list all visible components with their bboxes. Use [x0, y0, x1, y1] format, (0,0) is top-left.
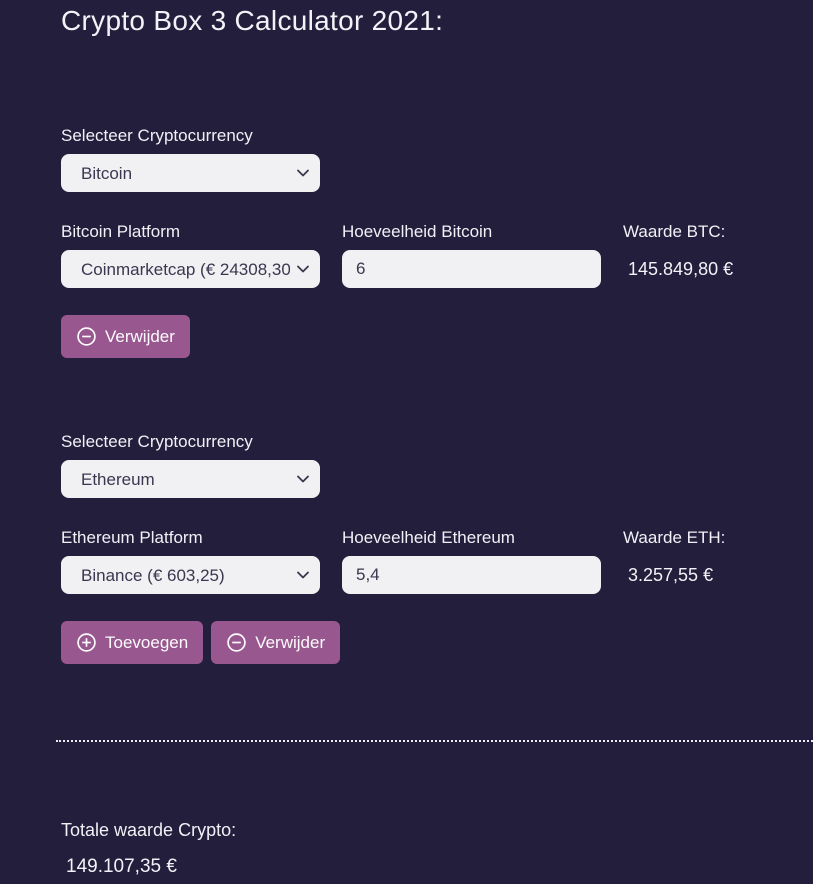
- platform-select-wrap: Coinmarketcap (€ 24308,30): [61, 250, 320, 288]
- value-label: Waarde ETH:: [623, 528, 726, 547]
- add-button[interactable]: Toevoegen: [61, 621, 204, 664]
- platform-row: Bitcoin Platform Coinmarketcap (€ 24308,…: [61, 223, 813, 288]
- platform-label: Bitcoin Platform: [61, 222, 181, 241]
- platform-row: Ethereum Platform Binance (€ 603,25) Hoe…: [61, 529, 813, 594]
- amount-label: Hoeveelheid Bitcoin: [342, 222, 493, 241]
- crypto-select-wrap: Bitcoin: [61, 154, 320, 192]
- value-amount: 145.849,80 €: [628, 259, 734, 279]
- section-divider: [56, 740, 813, 742]
- total-block: Totale waarde Crypto: 149.107,35 €: [61, 821, 813, 877]
- minus-circle-icon: [76, 326, 97, 347]
- value-amount: 3.257,55 €: [628, 565, 714, 585]
- crypto-section-1: Selecteer Cryptocurrency Bitcoin Bitcoin…: [61, 127, 813, 358]
- button-row: Verwijder: [61, 315, 813, 358]
- total-value: 149.107,35 €: [66, 856, 177, 877]
- remove-button[interactable]: Verwijder: [61, 315, 190, 358]
- platform-column: Ethereum Platform Binance (€ 603,25): [61, 529, 320, 594]
- button-row: Toevoegen Verwijder: [61, 621, 813, 664]
- amount-label: Hoeveelheid Ethereum: [342, 528, 515, 547]
- total-label: Totale waarde Crypto:: [61, 820, 237, 840]
- amount-column: Hoeveelheid Bitcoin: [342, 223, 601, 288]
- value-label: Waarde BTC:: [623, 222, 726, 241]
- minus-circle-icon: [226, 632, 247, 653]
- value-column: Waarde ETH: 3.257,55 €: [623, 529, 813, 594]
- remove-button-label: Verwijder: [105, 326, 175, 346]
- add-button-label: Toevoegen: [105, 632, 189, 652]
- platform-select[interactable]: Coinmarketcap (€ 24308,30): [61, 250, 320, 288]
- platform-column: Bitcoin Platform Coinmarketcap (€ 24308,…: [61, 223, 320, 288]
- amount-input[interactable]: [342, 250, 601, 288]
- platform-select-wrap: Binance (€ 603,25): [61, 556, 320, 594]
- crypto-select-wrap: Ethereum: [61, 460, 320, 498]
- remove-button-label: Verwijder: [255, 632, 326, 652]
- value-column: Waarde BTC: 145.849,80 €: [623, 223, 813, 288]
- amount-input[interactable]: [342, 556, 601, 594]
- crypto-select[interactable]: Bitcoin: [61, 154, 320, 192]
- page-title: Crypto Box 3 Calculator 2021:: [61, 5, 444, 36]
- platform-label: Ethereum Platform: [61, 528, 203, 547]
- platform-select[interactable]: Binance (€ 603,25): [61, 556, 320, 594]
- amount-column: Hoeveelheid Ethereum: [342, 529, 601, 594]
- crypto-select-label: Selecteer Cryptocurrency: [61, 126, 253, 145]
- plus-circle-icon: [76, 632, 97, 653]
- crypto-select[interactable]: Ethereum: [61, 460, 320, 498]
- crypto-select-label: Selecteer Cryptocurrency: [61, 432, 253, 451]
- remove-button[interactable]: Verwijder: [211, 621, 341, 664]
- crypto-section-2: Selecteer Cryptocurrency Ethereum Ethere…: [61, 433, 813, 664]
